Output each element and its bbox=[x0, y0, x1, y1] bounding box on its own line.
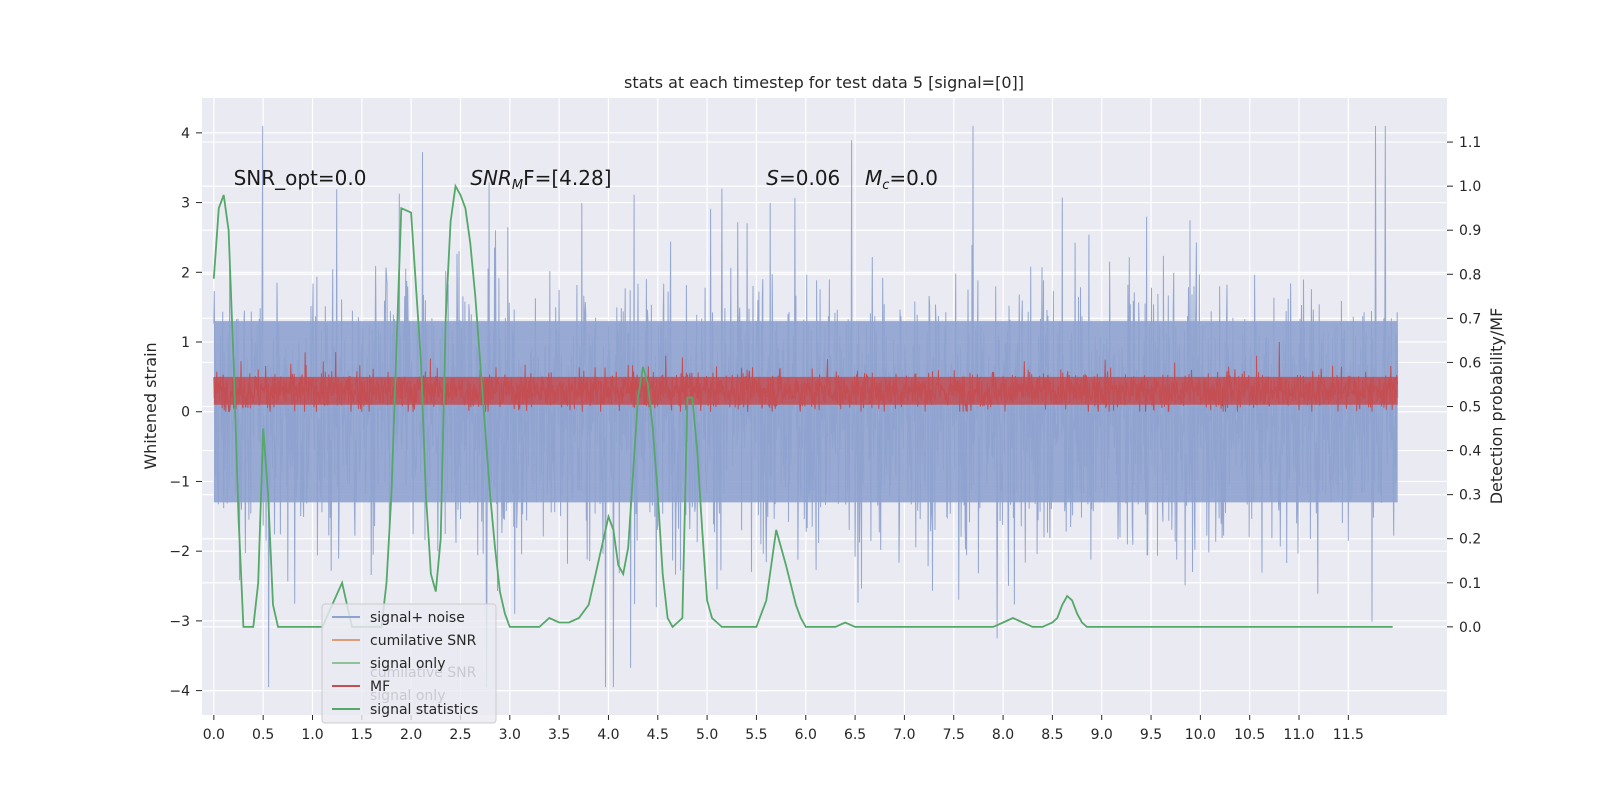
right-tick-label: 0.6 bbox=[1459, 355, 1481, 371]
x-tick-label: 0.0 bbox=[203, 727, 225, 743]
series-mf bbox=[213, 341, 1399, 412]
right-tick-label: 0.9 bbox=[1459, 223, 1481, 239]
legend-ghost-label: signal only bbox=[370, 688, 445, 704]
legend-label: cumilative SNR bbox=[370, 633, 477, 649]
mf-trace bbox=[213, 341, 1399, 412]
annotation-3: Mc=0.0 bbox=[865, 166, 938, 193]
y-axis-label: Whitened strain bbox=[141, 342, 160, 469]
x-tick-label: 5.0 bbox=[696, 727, 718, 743]
x-tick-label: 10.5 bbox=[1234, 727, 1265, 743]
legend-label: signal+ noise bbox=[370, 610, 465, 626]
x-tick-label: 3.0 bbox=[499, 727, 521, 743]
right-tick-label: 0.7 bbox=[1459, 311, 1481, 327]
right-tick-label: 1.1 bbox=[1459, 135, 1481, 151]
right-tick-label: 0.4 bbox=[1459, 444, 1481, 460]
y-tick-label: 4 bbox=[181, 126, 190, 142]
y-tick-label: −4 bbox=[169, 684, 190, 700]
x-tick-label: 9.5 bbox=[1140, 727, 1162, 743]
right-tick-label: 0.8 bbox=[1459, 267, 1481, 283]
y-tick-label: 1 bbox=[181, 335, 190, 351]
y-tick-label: 0 bbox=[181, 405, 190, 421]
right-tick-label: 0.0 bbox=[1459, 620, 1481, 636]
x-axis-ticks: 0.0 0.5 1.0 1.5 2.0 2.5 3.0 3.5 4.0 4.5 5.0 5.5 6.0 6… bbox=[203, 715, 1364, 743]
y-tick-label: −2 bbox=[169, 544, 190, 560]
y-tick-label: 2 bbox=[181, 265, 190, 281]
series-signal-noise bbox=[213, 125, 1399, 688]
x-tick-label: 1.5 bbox=[351, 727, 373, 743]
x-tick-label: 8.0 bbox=[992, 727, 1014, 743]
right-axis-ticks: 0.0 0.1 0.2 0.3 0.4 0.5 0.6 0.7 0.8 0.9 1.0 1.1 bbox=[1447, 135, 1481, 636]
y-axis-ticks: −4 −3 −2 −1 0 1 2 3 4 bbox=[169, 126, 202, 700]
right-tick-label: 1.0 bbox=[1459, 179, 1481, 195]
legend-label: signal statistics bbox=[370, 702, 478, 718]
noise-band bbox=[213, 321, 1398, 503]
annotations: SNR_opt=0.0 SNRMF=[4.28] S=0.06 Mc=0.0 bbox=[234, 166, 938, 193]
x-tick-label: 6.5 bbox=[844, 727, 866, 743]
y-tick-label: 3 bbox=[181, 196, 190, 212]
x-tick-label: 5.5 bbox=[745, 727, 767, 743]
right-axis-label: Detection probability/MF bbox=[1487, 308, 1506, 505]
x-tick-label: 11.5 bbox=[1333, 727, 1364, 743]
annotation-1: SNRMF=[4.28] bbox=[470, 166, 611, 193]
x-tick-label: 7.0 bbox=[893, 727, 915, 743]
legend-label: signal only bbox=[370, 656, 445, 672]
legend-box bbox=[321, 603, 497, 724]
x-tick-label: 2.0 bbox=[400, 727, 422, 743]
x-tick-label: 10.0 bbox=[1185, 727, 1216, 743]
y-tick-label: −1 bbox=[169, 474, 190, 490]
x-tick-label: 4.5 bbox=[647, 727, 669, 743]
x-tick-label: 6.0 bbox=[795, 727, 817, 743]
x-tick-label: 9.0 bbox=[1091, 727, 1113, 743]
x-tick-label: 8.5 bbox=[1041, 727, 1063, 743]
right-tick-label: 0.1 bbox=[1459, 576, 1481, 592]
right-tick-label: 0.2 bbox=[1459, 532, 1481, 548]
x-tick-label: 3.5 bbox=[548, 727, 570, 743]
x-tick-label: 0.5 bbox=[252, 727, 274, 743]
annotation-0: SNR_opt=0.0 bbox=[234, 166, 367, 190]
x-tick-label: 7.5 bbox=[943, 727, 965, 743]
right-tick-label: 0.3 bbox=[1459, 488, 1481, 504]
chart-title: stats at each timestep for test data 5 [… bbox=[624, 73, 1024, 92]
x-tick-label: 2.5 bbox=[449, 727, 471, 743]
legend-ghost-label: cumilative SNR bbox=[370, 665, 477, 681]
x-tick-label: 11.0 bbox=[1283, 727, 1314, 743]
legend-label: MF bbox=[370, 679, 390, 695]
right-tick-label: 0.5 bbox=[1459, 400, 1481, 416]
x-tick-label: 4.0 bbox=[597, 727, 619, 743]
y-tick-label: −3 bbox=[169, 614, 190, 630]
x-tick-label: 1.0 bbox=[301, 727, 323, 743]
annotation-2: S=0.06 bbox=[766, 166, 840, 190]
